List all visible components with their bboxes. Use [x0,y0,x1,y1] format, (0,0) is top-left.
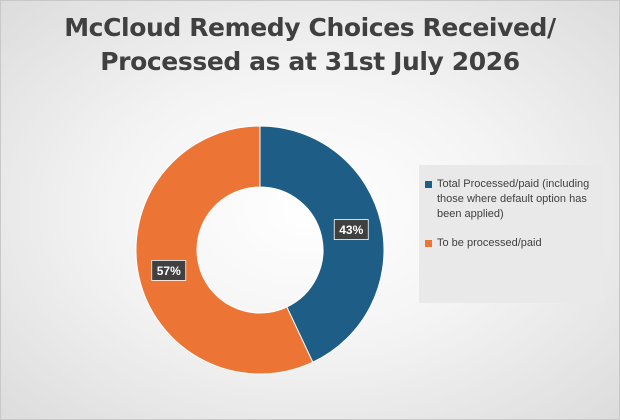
donut-slice-to-be-processed [135,125,314,375]
chart-title-line-1: McCloud Remedy Choices Received/ [64,13,556,42]
chart-legend: Total Processed/paid (including those wh… [419,165,605,303]
legend-label-to-be-processed: To be processed/paid [437,237,542,249]
chart-title-line-2: Processed as at 31st July 2026 [100,47,520,76]
donut-slice-processed [259,125,385,363]
legend-swatch-to-be-processed [425,240,432,247]
legend-item-to-be-processed: To be processed/paid [425,236,599,251]
chart-title: McCloud Remedy Choices Received/ Process… [1,11,619,79]
data-label-to-be-processed: 57% [151,259,187,281]
svg-text:57%: 57% [157,264,181,278]
legend-item-processed: Total Processed/paid (including those wh… [425,177,599,222]
data-label-processed: 43% [333,219,369,241]
svg-text:43%: 43% [339,223,363,237]
legend-swatch-processed [425,181,432,188]
legend-label-processed: Total Processed/paid (including those wh… [437,178,590,220]
